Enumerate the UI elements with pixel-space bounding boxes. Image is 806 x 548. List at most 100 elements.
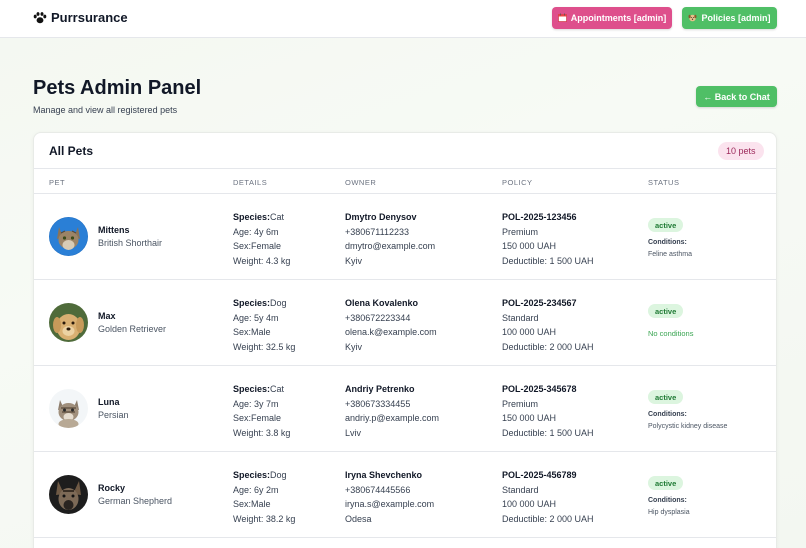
dog-icon: [688, 13, 697, 24]
policy-coverage: 150 000 UAH: [502, 241, 557, 252]
species-label: Species:: [233, 470, 271, 480]
policies-admin-label: Policies [admin]: [701, 13, 771, 23]
owner-name: Dmytro Denysov: [345, 212, 417, 222]
owner-name: Iryna Shevchenko: [345, 470, 423, 480]
owner-phone: +380671112233: [345, 226, 409, 237]
brand-logo[interactable]: Purrsurance: [33, 10, 128, 25]
pet-details: Species:Dog Age: 6y 2m Sex:Male Weight: …: [233, 468, 295, 527]
pet-name: Rocky: [98, 483, 126, 493]
conditions-value: Feline asthma: [648, 251, 692, 258]
species-value: Dog: [270, 298, 287, 308]
pet-details: Species:Dog Age: 5y 4m Sex:Male Weight: …: [233, 296, 295, 355]
age-value: Age: 6y 2m: [233, 484, 279, 495]
conditions-label: Conditions:: [648, 239, 687, 246]
top-navigation-bar: Purrsurance Appointments [admin] Policie…: [0, 0, 806, 38]
policy-plan: Premium: [502, 398, 539, 409]
sex-value: Male: [251, 499, 271, 510]
policy-plan: Standard: [502, 484, 539, 495]
policy-coverage: 150 000 UAH: [502, 413, 557, 424]
policy-id: POL-2025-234567: [502, 298, 577, 308]
pet-details: Species:Cat Age: 4y 6m Sex:Female Weight…: [233, 210, 290, 269]
policy-id: POL-2025-345678: [502, 384, 577, 394]
sex-value: Male: [251, 327, 271, 338]
policy-coverage: 100 000 UAH: [502, 499, 557, 510]
column-header-details: DETAILS: [233, 178, 268, 187]
owner-info: Andriy Petrenko +380673334455 andriy.p@e…: [345, 382, 439, 441]
conditions-value: Hip dysplasia: [648, 509, 690, 516]
owner-info: Dmytro Denysov +380671112233 dmytro@exam…: [345, 210, 435, 269]
pets-table-card: All Pets 10 pets PET DETAILS OWNER POLIC…: [33, 132, 777, 548]
policy-info: POL-2025-234567 Standard 100 000 UAH Ded…: [502, 296, 594, 355]
weight-value: Weight: 32.5 kg: [233, 342, 296, 353]
owner-email: dmytro@example.com: [345, 241, 436, 252]
back-to-chat-button[interactable]: ← Back to Chat: [696, 86, 777, 107]
appointments-admin-label: Appointments [admin]: [570, 13, 667, 23]
age-value: Age: 5y 4m: [233, 312, 279, 323]
owner-city: Kyiv: [345, 342, 363, 353]
policy-deductible: Deductible: 2 000 UAH: [502, 342, 594, 353]
species-label: Species:: [233, 384, 271, 394]
policy-id: POL-2025-123456: [502, 212, 577, 222]
status-badge: active: [648, 304, 684, 318]
status-badge: active: [648, 390, 684, 404]
brand-name: Purrsurance: [51, 10, 128, 25]
age-value: Age: 3y 7m: [233, 398, 279, 409]
owner-city: Lviv: [345, 428, 362, 439]
table-row[interactable]: Luna Persian Species:Cat Age: 3y 7m Sex:…: [34, 366, 776, 452]
species-value: Dog: [270, 470, 287, 480]
sex-value: Female: [251, 413, 282, 424]
status-badge: active: [648, 476, 684, 490]
owner-city: Odesa: [345, 514, 372, 525]
weight-value: Weight: 38.2 kg: [233, 514, 296, 525]
age-value: Age: 4y 6m: [233, 226, 279, 237]
appointments-admin-button[interactable]: Appointments [admin]: [552, 7, 672, 29]
species-value: Cat: [270, 212, 285, 222]
policy-deductible: Deductible: 1 500 UAH: [502, 256, 594, 267]
page-subtitle: Manage and view all registered pets: [33, 105, 178, 115]
pet-avatar: [49, 475, 88, 514]
policies-admin-button[interactable]: Policies [admin]: [682, 7, 777, 29]
sex-value: Female: [251, 241, 282, 252]
sex-label: Sex:: [233, 499, 252, 510]
policy-plan: Premium: [502, 226, 539, 237]
page-title: Pets Admin Panel: [33, 77, 202, 99]
policy-info: POL-2025-345678 Premium 150 000 UAH Dedu…: [502, 382, 594, 441]
card-title: All Pets: [49, 144, 94, 158]
species-value: Cat: [270, 384, 285, 394]
owner-city: Kyiv: [345, 256, 363, 267]
owner-name: Andriy Petrenko: [345, 384, 415, 394]
policy-info: POL-2025-456789 Standard 100 000 UAH Ded…: [502, 468, 594, 527]
weight-value: Weight: 3.8 kg: [233, 428, 291, 439]
sex-label: Sex:: [233, 413, 252, 424]
species-label: Species:: [233, 212, 271, 222]
pet-breed: German Shepherd: [98, 496, 173, 506]
pet-avatar: [49, 217, 88, 256]
owner-email: iryna.s@example.com: [345, 499, 435, 510]
policy-deductible: Deductible: 1 500 UAH: [502, 428, 594, 439]
policy-deductible: Deductible: 2 000 UAH: [502, 514, 594, 525]
owner-email: andriy.p@example.com: [345, 413, 440, 424]
column-header-owner: OWNER: [345, 178, 377, 187]
paw-icon: [33, 11, 47, 23]
owner-phone: +380672223344: [345, 312, 411, 323]
table-row[interactable]: Max Golden Retriever Species:Dog Age: 5y…: [34, 280, 776, 366]
pet-breed: Golden Retriever: [98, 324, 167, 334]
column-header-status: STATUS: [648, 178, 680, 187]
policy-coverage: 100 000 UAH: [502, 327, 557, 338]
policy-id: POL-2025-456789: [502, 470, 577, 480]
owner-name: Olena Kovalenko: [345, 298, 419, 308]
table-row[interactable]: Mittens British Shorthair Species:Cat Ag…: [34, 194, 776, 280]
pet-count-badge: 10 pets: [718, 142, 764, 160]
pet-avatar: [49, 303, 88, 342]
owner-email: olena.k@example.com: [345, 327, 437, 338]
owner-phone: +380673334455: [345, 398, 411, 409]
table-row[interactable]: Rocky German Shepherd Species:Dog Age: 6…: [34, 452, 776, 538]
pet-name: Max: [98, 311, 116, 321]
no-conditions-text: No conditions: [648, 329, 694, 338]
calendar-icon: [557, 13, 567, 24]
table-header: PET DETAILS OWNER POLICY STATUS: [34, 169, 776, 194]
column-header-policy: POLICY: [502, 178, 533, 187]
pet-avatar: [49, 389, 88, 428]
conditions-value: Polycystic kidney disease: [648, 423, 728, 430]
conditions-label: Conditions:: [648, 497, 687, 504]
